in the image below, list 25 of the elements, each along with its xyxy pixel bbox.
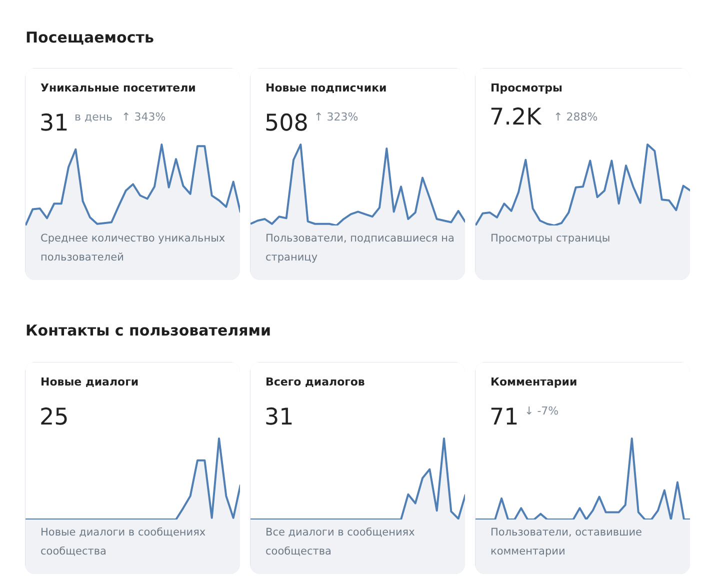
text: Пользователи, оставившие комментарии — [490, 526, 642, 558]
chart-subtitle: 31 — [264, 404, 294, 430]
chart-subtitle: 25 — [40, 404, 69, 430]
text: Новые диалоги в сообщениях сообщества — [40, 526, 206, 558]
text: ↑ 343% — [122, 110, 166, 124]
chart-title: Комментарии — [490, 376, 578, 388]
text: Контакты с пользователями — [26, 322, 272, 340]
text: Пользователи, подписавшиеся на страницу — [266, 232, 454, 264]
text: Посещаемость — [26, 28, 154, 46]
chart-title: Новые диалоги — [40, 376, 139, 388]
chart-subtitle: 508 — [264, 110, 308, 136]
text: в день — [74, 110, 113, 124]
chart-title: Новые подписчики — [266, 82, 387, 94]
text: ↑ 288% — [554, 110, 598, 124]
text: Среднее количество уникальных пользователей — [40, 232, 226, 264]
text: ↓ -7% — [524, 404, 559, 418]
chart-subtitle: 7.2K — [490, 104, 542, 130]
chart-subtitle: 31 — [40, 110, 69, 136]
chart-title: Всего диалогов — [266, 376, 365, 388]
chart-subtitle: 71 — [490, 404, 519, 430]
text: Просмотры страницы — [490, 232, 610, 244]
text: Все диалоги в сообщениях сообщества — [266, 526, 415, 558]
chart-title: Уникальные посетители — [40, 82, 196, 94]
chart-title: Просмотры — [490, 82, 562, 94]
text: ↑ 323% — [314, 110, 358, 124]
